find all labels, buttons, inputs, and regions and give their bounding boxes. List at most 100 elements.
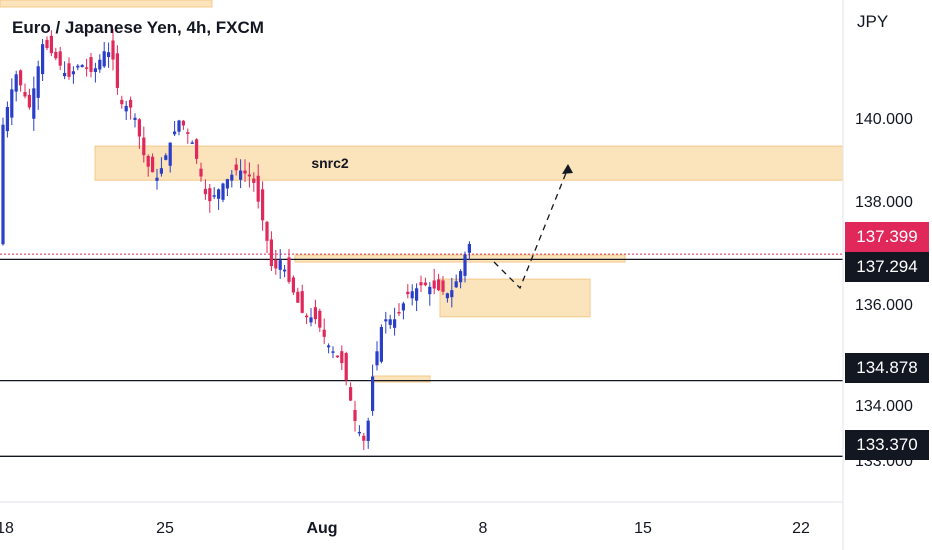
candle[interactable] bbox=[441, 280, 445, 292]
candle[interactable] bbox=[89, 57, 93, 72]
candle[interactable] bbox=[49, 35, 53, 54]
candle[interactable] bbox=[401, 303, 405, 311]
candle[interactable] bbox=[450, 290, 454, 298]
candle[interactable] bbox=[93, 68, 97, 73]
candle[interactable] bbox=[217, 189, 221, 199]
candle[interactable] bbox=[230, 174, 234, 181]
candle[interactable] bbox=[305, 315, 309, 318]
candle[interactable] bbox=[54, 51, 58, 59]
candle[interactable] bbox=[177, 120, 181, 132]
candle[interactable] bbox=[428, 286, 432, 295]
candle[interactable] bbox=[415, 288, 419, 301]
candle[interactable] bbox=[331, 351, 335, 353]
candle[interactable] bbox=[63, 72, 67, 77]
candle[interactable] bbox=[371, 376, 375, 411]
candle[interactable] bbox=[445, 293, 449, 299]
candle[interactable] bbox=[353, 409, 357, 421]
candle[interactable] bbox=[19, 70, 23, 86]
candle[interactable] bbox=[71, 71, 75, 75]
candle[interactable] bbox=[27, 94, 31, 108]
candle[interactable] bbox=[129, 99, 133, 108]
candle[interactable] bbox=[313, 307, 317, 320]
candle[interactable] bbox=[283, 269, 287, 272]
candle[interactable] bbox=[76, 65, 80, 68]
candle[interactable] bbox=[278, 260, 282, 270]
candle[interactable] bbox=[41, 44, 45, 75]
candle[interactable] bbox=[327, 345, 331, 348]
candle[interactable] bbox=[291, 277, 295, 293]
candle[interactable] bbox=[107, 52, 111, 58]
candle[interactable] bbox=[45, 39, 49, 49]
candle[interactable] bbox=[252, 178, 256, 183]
candle[interactable] bbox=[208, 188, 212, 202]
candle[interactable] bbox=[212, 195, 216, 197]
candle[interactable] bbox=[335, 355, 339, 358]
candle[interactable] bbox=[133, 117, 137, 120]
candle[interactable] bbox=[23, 91, 27, 97]
candle[interactable] bbox=[467, 243, 471, 253]
candle[interactable] bbox=[296, 291, 300, 303]
candle[interactable] bbox=[10, 89, 14, 118]
candle[interactable] bbox=[340, 351, 344, 364]
candle[interactable] bbox=[67, 63, 71, 77]
candle[interactable] bbox=[309, 317, 313, 323]
candle[interactable] bbox=[80, 65, 84, 68]
candle[interactable] bbox=[274, 259, 278, 269]
candle[interactable] bbox=[406, 291, 410, 295]
candle[interactable] bbox=[168, 142, 172, 166]
candle[interactable] bbox=[186, 132, 190, 134]
candle[interactable] bbox=[463, 254, 467, 276]
candle[interactable] bbox=[115, 53, 119, 88]
sr-zone[interactable] bbox=[439, 278, 591, 318]
candle[interactable] bbox=[14, 74, 18, 92]
candle[interactable] bbox=[190, 142, 194, 144]
candle[interactable] bbox=[137, 119, 141, 137]
candle[interactable] bbox=[366, 420, 370, 441]
candle[interactable] bbox=[379, 327, 383, 362]
candle[interactable] bbox=[265, 221, 269, 241]
candle[interactable] bbox=[181, 120, 185, 126]
candle[interactable] bbox=[221, 183, 225, 200]
candle[interactable] bbox=[375, 351, 379, 366]
sr-zone[interactable] bbox=[294, 254, 626, 263]
candle[interactable] bbox=[159, 168, 163, 174]
candle[interactable] bbox=[142, 137, 146, 156]
candle[interactable] bbox=[362, 435, 366, 441]
candle[interactable] bbox=[243, 170, 247, 174]
candle[interactable] bbox=[102, 51, 106, 67]
candle[interactable] bbox=[410, 291, 414, 299]
candle[interactable] bbox=[1, 124, 5, 245]
candle[interactable] bbox=[384, 319, 388, 322]
candle[interactable] bbox=[397, 311, 401, 314]
candle[interactable] bbox=[247, 174, 251, 177]
candle[interactable] bbox=[287, 257, 291, 282]
candle[interactable] bbox=[357, 431, 361, 434]
candle[interactable] bbox=[344, 353, 348, 381]
candle[interactable] bbox=[195, 139, 199, 159]
candle[interactable] bbox=[318, 310, 322, 328]
candle[interactable] bbox=[203, 188, 207, 195]
candle[interactable] bbox=[419, 282, 423, 286]
sr-zone[interactable] bbox=[94, 145, 844, 181]
candle[interactable] bbox=[300, 291, 304, 313]
candle[interactable] bbox=[85, 67, 89, 69]
sr-zone-top[interactable] bbox=[0, 0, 213, 8]
candle[interactable] bbox=[239, 170, 243, 180]
candle[interactable] bbox=[437, 279, 441, 291]
candle[interactable] bbox=[199, 168, 203, 177]
candle[interactable] bbox=[454, 281, 458, 288]
candle[interactable] bbox=[349, 387, 353, 401]
candle[interactable] bbox=[151, 156, 155, 173]
candle[interactable] bbox=[261, 189, 265, 221]
candle[interactable] bbox=[432, 280, 436, 289]
candle[interactable] bbox=[269, 239, 273, 267]
candle[interactable] bbox=[124, 105, 128, 112]
candle[interactable] bbox=[111, 40, 115, 60]
candle[interactable] bbox=[234, 164, 238, 171]
candle[interactable] bbox=[388, 319, 392, 325]
candle[interactable] bbox=[423, 282, 427, 286]
candle[interactable] bbox=[120, 99, 124, 105]
candle[interactable] bbox=[164, 155, 168, 160]
candle[interactable] bbox=[225, 179, 229, 189]
